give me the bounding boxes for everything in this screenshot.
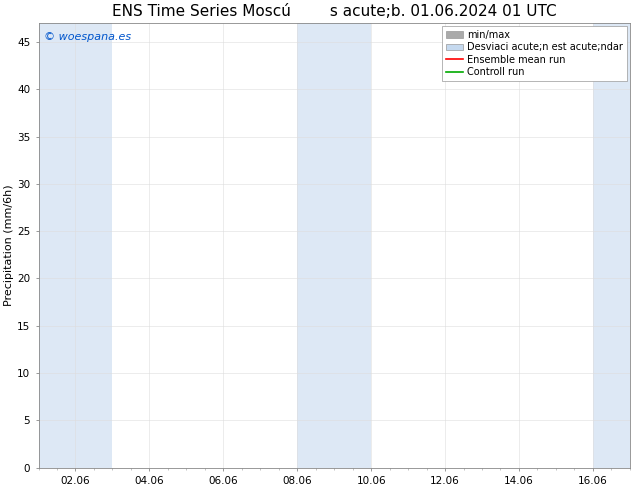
Bar (593, 23, 630, 467)
Legend: min/max, Desviaci acute;n est acute;ndar, Ensemble mean run, Controll run: min/max, Desviaci acute;n est acute;ndar… (442, 26, 627, 81)
Text: © woespana.es: © woespana.es (44, 32, 132, 42)
Y-axis label: Precipitation (mm/6h): Precipitation (mm/6h) (4, 185, 14, 306)
Bar (297, 23, 371, 467)
Title: ENS Time Series Moscú        s acute;b. 01.06.2024 01 UTC: ENS Time Series Moscú s acute;b. 01.06.2… (112, 4, 557, 19)
Bar (39, 23, 112, 467)
